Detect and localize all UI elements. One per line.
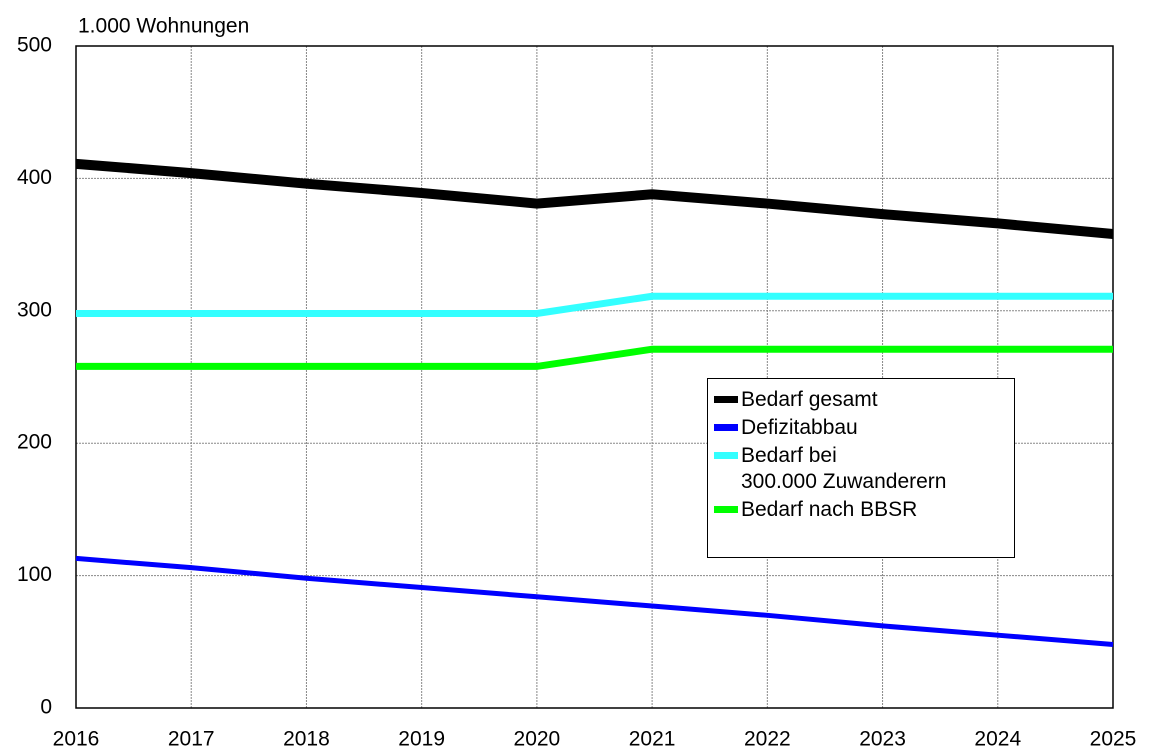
legend-swatch [714, 506, 738, 513]
legend-entry: Defizitabbau [714, 415, 1008, 441]
legend-swatch [714, 396, 738, 403]
legend-label: Bedarf nach BBSR [741, 498, 918, 521]
line [76, 292, 1113, 317]
plot-frame [75, 45, 1114, 709]
x-tick-label: 2024 [974, 728, 1021, 751]
legend-label: Bedarf gesamt [741, 388, 878, 411]
x-tick-label: 2018 [283, 728, 330, 751]
line [76, 345, 1113, 370]
line [75, 158, 1114, 239]
legend-entry: Bedarf bei 300.000 Zuwanderern [714, 443, 1008, 495]
x-tick-label: 2023 [859, 728, 906, 751]
legend-entry: Bedarf gesamt [714, 387, 1008, 413]
y-tick-label: 400 [17, 166, 52, 189]
y-tick-label: 300 [17, 298, 52, 321]
legend: Bedarf gesamt Defizitabbau Bedarf bei 300.… [707, 378, 1015, 558]
x-tick-label: 2020 [514, 728, 561, 751]
legend-label: Bedarf bei 300.000 Zuwanderern [741, 444, 947, 493]
y-axis-label: 1.000 Wohnungen [78, 15, 249, 38]
x-tick-label: 2021 [629, 728, 676, 751]
x-tick-label: 2022 [744, 728, 791, 751]
x-tick-label: 2019 [398, 728, 445, 751]
y-tick-label: 500 [17, 34, 52, 57]
y-tick-label: 100 [17, 563, 52, 586]
x-tick-label: 2025 [1090, 728, 1137, 751]
legend-label: Defizitabbau [741, 416, 858, 439]
legend-swatch [714, 452, 738, 459]
y-tick-label: 0 [40, 696, 52, 719]
x-tick-label: 2017 [168, 728, 215, 751]
line [75, 555, 1114, 647]
x-tick-label: 2016 [53, 728, 100, 751]
legend-swatch [714, 424, 738, 431]
legend-entry: Bedarf nach BBSR [714, 497, 1008, 523]
y-tick-label: 200 [17, 431, 52, 454]
